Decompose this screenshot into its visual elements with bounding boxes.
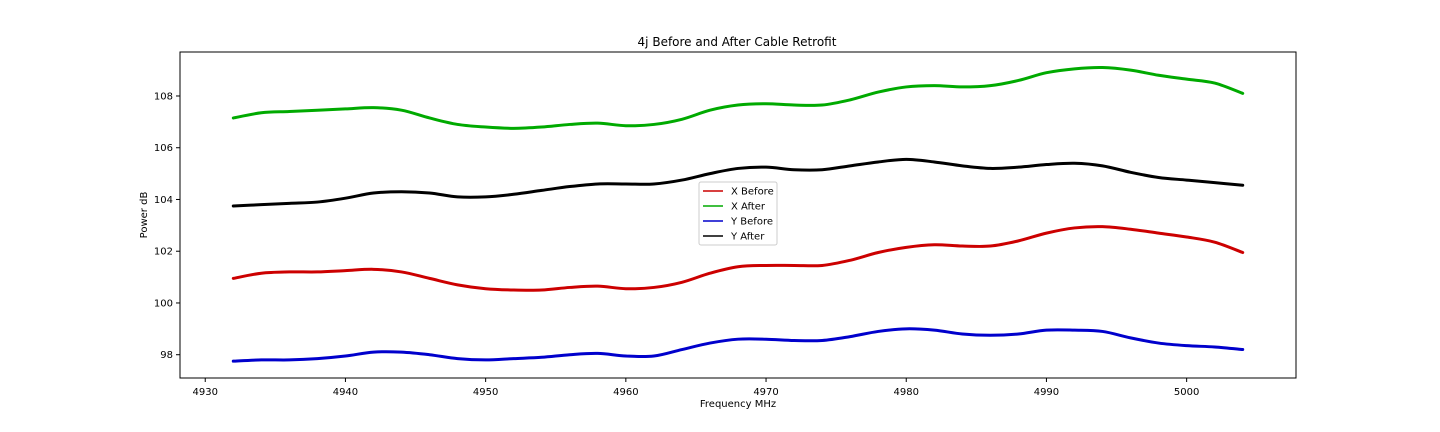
series-line-y-after	[231, 157, 1245, 208]
x-tick-label: 5000	[1174, 387, 1199, 398]
x-tick-label: 4950	[473, 387, 498, 398]
x-axis-label: Frequency MHz	[700, 399, 776, 410]
legend: X Before X After Y Before Y After	[698, 181, 778, 246]
series-line-y-before	[231, 327, 1245, 363]
series-line-x-after	[231, 65, 1245, 130]
y-tick-label: 104	[154, 195, 173, 206]
legend-box	[698, 181, 778, 246]
y-tick-label: 100	[154, 298, 173, 309]
y-tick-label: 106	[154, 143, 173, 154]
x-tick-label: 4970	[753, 387, 778, 398]
y-tick-label: 98	[160, 350, 173, 361]
legend-label: Y Before	[730, 217, 773, 228]
x-tick-label: 4930	[193, 387, 218, 398]
x-tick-label: 4940	[333, 387, 358, 398]
y-tick-label: 102	[154, 247, 173, 258]
y-axis-label: Power dB	[139, 192, 150, 239]
legend-label: X Before	[731, 187, 774, 198]
x-axis: 4930 4940 4950 4960 4970 4980 4990 5000	[193, 378, 1199, 398]
legend-label: X After	[731, 202, 766, 213]
x-tick-label: 4990	[1034, 387, 1059, 398]
series-lines	[231, 65, 1245, 363]
x-tick-label: 4980	[894, 387, 919, 398]
y-axis: 98 100 102 104 106 108	[154, 91, 180, 361]
y-tick-label: 108	[154, 91, 173, 102]
chart-title: 4j Before and After Cable Retrofit	[638, 35, 837, 49]
x-tick-label: 4960	[613, 387, 638, 398]
legend-label: Y After	[730, 232, 765, 243]
series-line-x-before	[231, 225, 1245, 292]
